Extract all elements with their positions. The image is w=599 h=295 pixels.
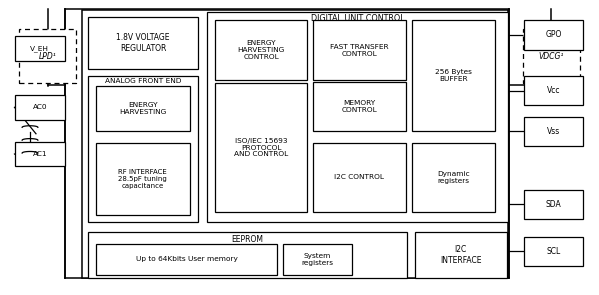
Bar: [412, 143, 495, 212]
Bar: [524, 76, 583, 105]
Bar: [19, 29, 76, 83]
Text: ENERGY
HARVESTING: ENERGY HARVESTING: [119, 102, 167, 115]
Bar: [14, 37, 65, 61]
Text: EEPROM: EEPROM: [231, 235, 264, 244]
Text: RF INTERFACE
28.5pF tuning
capacitance: RF INTERFACE 28.5pF tuning capacitance: [119, 169, 167, 189]
Bar: [524, 20, 583, 50]
Text: V_EH: V_EH: [31, 45, 49, 52]
Text: Dynamic
registers: Dynamic registers: [437, 171, 470, 184]
Bar: [207, 12, 508, 222]
Bar: [14, 95, 65, 120]
Bar: [283, 244, 352, 275]
Bar: [215, 83, 307, 212]
Text: DIGITAL UNIT CONTROL: DIGITAL UNIT CONTROL: [311, 14, 404, 23]
Text: ENERGY
HARVESTING
CONTROL: ENERGY HARVESTING CONTROL: [237, 40, 285, 60]
Bar: [96, 244, 277, 275]
Text: AC1: AC1: [32, 151, 47, 157]
Bar: [96, 143, 190, 215]
Text: I2C
INTERFACE: I2C INTERFACE: [440, 245, 482, 265]
Text: FAST TRANSFER
CONTROL: FAST TRANSFER CONTROL: [330, 44, 389, 57]
Text: System
registers: System registers: [302, 253, 334, 266]
Bar: [82, 10, 508, 278]
Bar: [215, 20, 307, 80]
Bar: [14, 142, 65, 166]
Text: AC0: AC0: [32, 104, 47, 110]
Bar: [96, 86, 190, 132]
Bar: [524, 237, 583, 266]
Bar: [415, 232, 507, 278]
Text: GPO: GPO: [545, 30, 562, 40]
Bar: [524, 117, 583, 146]
Text: MEMORY
CONTROL: MEMORY CONTROL: [341, 100, 377, 113]
Bar: [88, 232, 407, 278]
Text: Vss: Vss: [547, 127, 560, 136]
Bar: [412, 20, 495, 132]
Bar: [88, 76, 198, 222]
Text: VDCG¹: VDCG¹: [539, 52, 564, 61]
Text: ANALOG FRONT END: ANALOG FRONT END: [105, 78, 181, 84]
Text: 1.8V VOLTAGE
REGULATOR: 1.8V VOLTAGE REGULATOR: [116, 33, 170, 53]
Text: Up to 64Kbits User memory: Up to 64Kbits User memory: [135, 256, 237, 262]
Text: SCL: SCL: [546, 247, 561, 256]
Bar: [88, 17, 198, 69]
Bar: [524, 190, 583, 219]
Bar: [313, 20, 406, 80]
Text: LPD¹: LPD¹: [39, 52, 56, 61]
Text: 256 Bytes
BUFFER: 256 Bytes BUFFER: [435, 69, 472, 82]
Text: I2C CONTROL: I2C CONTROL: [334, 174, 385, 181]
Text: ISO/IEC 15693
PROTOCOL
AND CONTROL: ISO/IEC 15693 PROTOCOL AND CONTROL: [234, 137, 288, 158]
Bar: [313, 143, 406, 212]
Text: Vcc: Vcc: [547, 86, 560, 95]
Bar: [523, 29, 580, 83]
Bar: [313, 82, 406, 132]
Text: SDA: SDA: [546, 200, 561, 209]
